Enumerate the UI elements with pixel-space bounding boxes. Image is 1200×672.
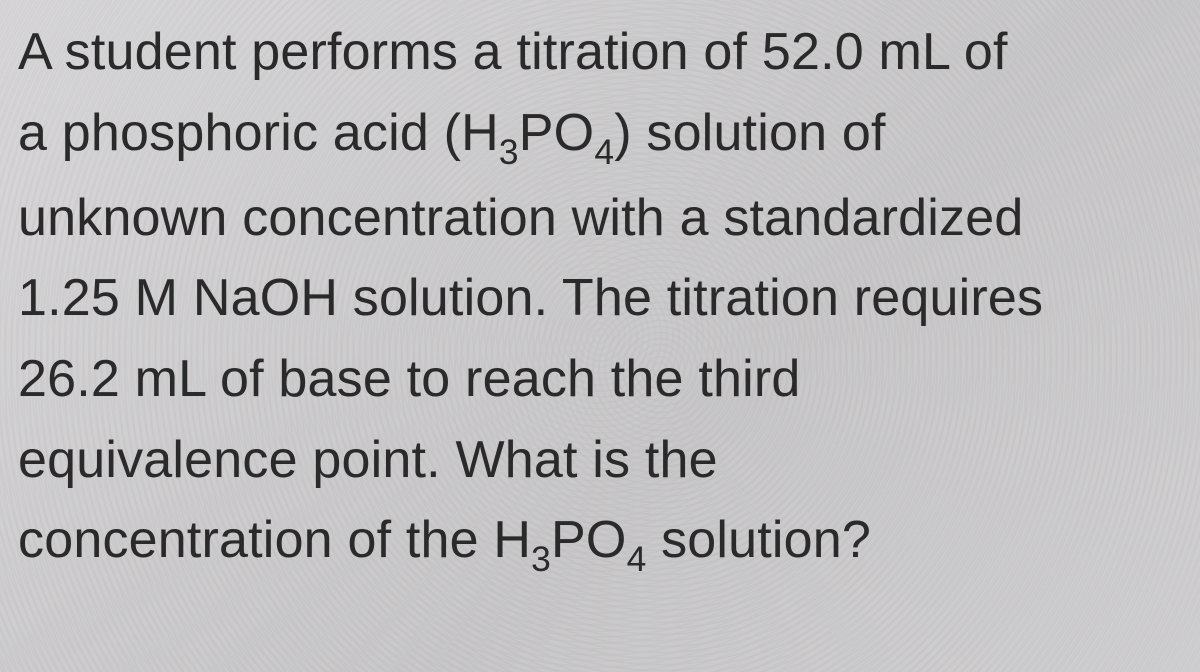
question-text: A student performs a titration of 52.0 m… — [18, 12, 1200, 585]
text-fragment: PO — [551, 511, 627, 569]
text-fragment: a phosphoric acid (H — [18, 104, 499, 162]
text-fragment: of base to reach the third — [205, 350, 800, 408]
subscript-4: 4 — [627, 540, 647, 579]
text-fragment: unknown concentration with a standardize… — [18, 189, 1024, 247]
text-fragment: of — [949, 23, 1007, 81]
subscript-3: 3 — [499, 133, 519, 172]
subscript-4: 4 — [594, 133, 614, 172]
text-fragment: A student performs a titration of — [18, 23, 762, 81]
text-fragment: PO — [519, 104, 595, 162]
text-fragment: NaOH solution. The titration requires — [178, 269, 1043, 327]
subscript-3: 3 — [531, 540, 551, 579]
text-fragment: concentration of the H — [18, 511, 531, 569]
text-fragment: equivalence point. What is the — [18, 431, 718, 489]
text-fragment: solution? — [646, 511, 871, 569]
text-fragment: ) solution of — [614, 104, 885, 162]
acid-volume-value: 52.0 mL — [762, 23, 949, 81]
base-concentration-value: 1.25 M — [18, 269, 178, 327]
base-volume-value: 26.2 mL — [18, 350, 205, 408]
